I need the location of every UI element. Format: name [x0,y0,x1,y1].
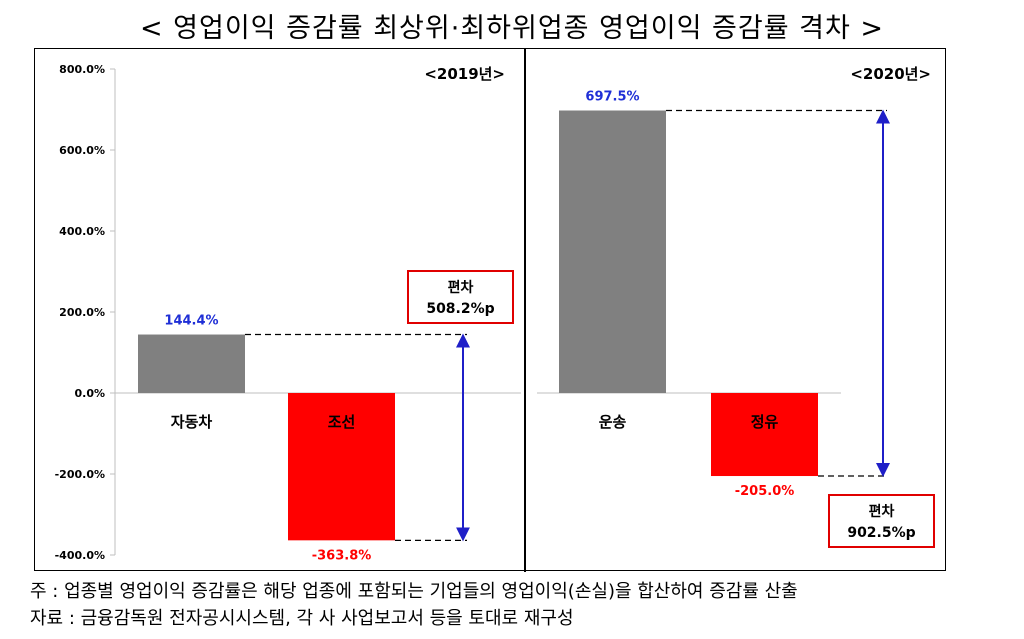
category-label: 자동차 [171,413,213,431]
gap-box [828,494,935,548]
bar-top [138,334,245,393]
gap-box [407,270,514,324]
footnote: 주 : 업종별 영업이익 증감률은 해당 업종에 포함되는 기업들의 영업이익(… [30,581,798,602]
gap-box-title: 편차 [869,503,895,520]
bar-value-label: -363.8% [312,548,372,563]
category-label: 정유 [751,413,779,431]
y-tick-label: -200.0% [55,468,105,481]
chart-canvas: 800.0% 600.0% 400.0% 200.0% 0.0% -200.0% -400.… [55,49,935,572]
bar-value-label: 144.4% [164,314,218,329]
bar-bottom [711,393,818,477]
category-label: 조선 [328,413,356,431]
source-note: 자료 : 금융감독원 전자공시시스템, 각 사 사업보고서 등을 토대로 재구성 [30,608,574,629]
y-tick-label: 200.0% [59,306,105,319]
y-tick-label: 400.0% [59,225,105,238]
gap-box-title: 편차 [448,279,474,296]
y-tick-label: 600.0% [59,144,105,157]
y-tick-label: 800.0% [59,63,105,76]
y-tick-label: 0.0% [74,387,105,400]
panel-label: <2019년> [424,65,505,83]
bar-bottom [288,393,395,541]
bar-top [559,110,666,393]
panel-label: <2020년> [850,65,931,83]
bar-value-label: -205.0% [735,484,795,499]
gap-box-value: 508.2%p [426,301,494,317]
y-tick-label: -400.0% [55,549,105,562]
bar-value-label: 697.5% [585,90,639,105]
category-label: 운송 [599,413,627,431]
page-title: < 영업이익 증감률 최상위·최하위업종 영업이익 증감률 격차 > [139,13,885,44]
gap-box-value: 902.5%p [847,525,915,541]
chart-frame: 800.0% 600.0% 400.0% 200.0% 0.0% -200.0% -400.… [34,48,946,572]
